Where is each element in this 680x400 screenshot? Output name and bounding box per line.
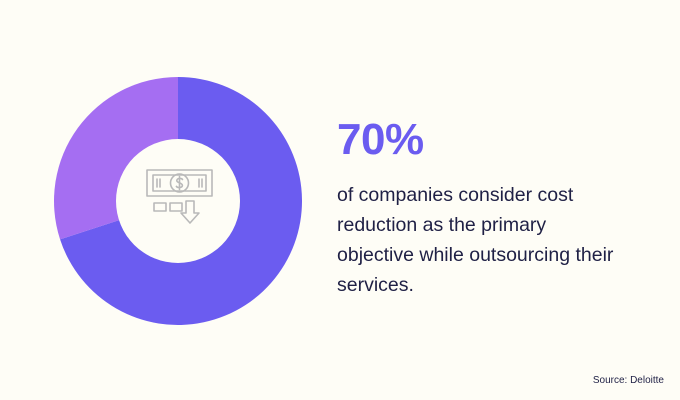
stat-description: of companies consider cost reduction as … xyxy=(337,184,614,296)
stat-block: 70% of companies consider cost reduction… xyxy=(337,118,657,300)
source-label: Source: Deloitte xyxy=(592,375,664,386)
stat-value: 70% xyxy=(337,115,424,164)
money-decrease-icon xyxy=(146,169,213,224)
donut-hole xyxy=(116,139,240,263)
donut-chart xyxy=(54,77,302,325)
